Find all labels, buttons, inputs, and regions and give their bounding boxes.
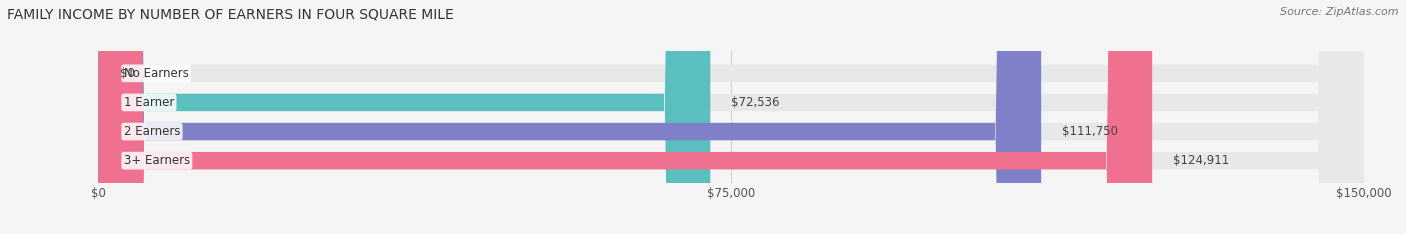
Text: No Earners: No Earners: [124, 67, 188, 80]
Text: FAMILY INCOME BY NUMBER OF EARNERS IN FOUR SQUARE MILE: FAMILY INCOME BY NUMBER OF EARNERS IN FO…: [7, 7, 454, 21]
FancyBboxPatch shape: [98, 0, 1040, 234]
Text: $72,536: $72,536: [731, 96, 780, 109]
Text: $0: $0: [120, 67, 135, 80]
FancyBboxPatch shape: [98, 0, 1364, 234]
Text: $111,750: $111,750: [1063, 125, 1118, 138]
FancyBboxPatch shape: [98, 0, 1364, 234]
FancyBboxPatch shape: [98, 0, 710, 234]
Text: $124,911: $124,911: [1173, 154, 1229, 167]
Text: 2 Earners: 2 Earners: [124, 125, 180, 138]
FancyBboxPatch shape: [98, 0, 1364, 234]
Text: Source: ZipAtlas.com: Source: ZipAtlas.com: [1281, 7, 1399, 17]
FancyBboxPatch shape: [98, 0, 1152, 234]
FancyBboxPatch shape: [98, 0, 1364, 234]
Text: 3+ Earners: 3+ Earners: [124, 154, 190, 167]
Text: 1 Earner: 1 Earner: [124, 96, 174, 109]
